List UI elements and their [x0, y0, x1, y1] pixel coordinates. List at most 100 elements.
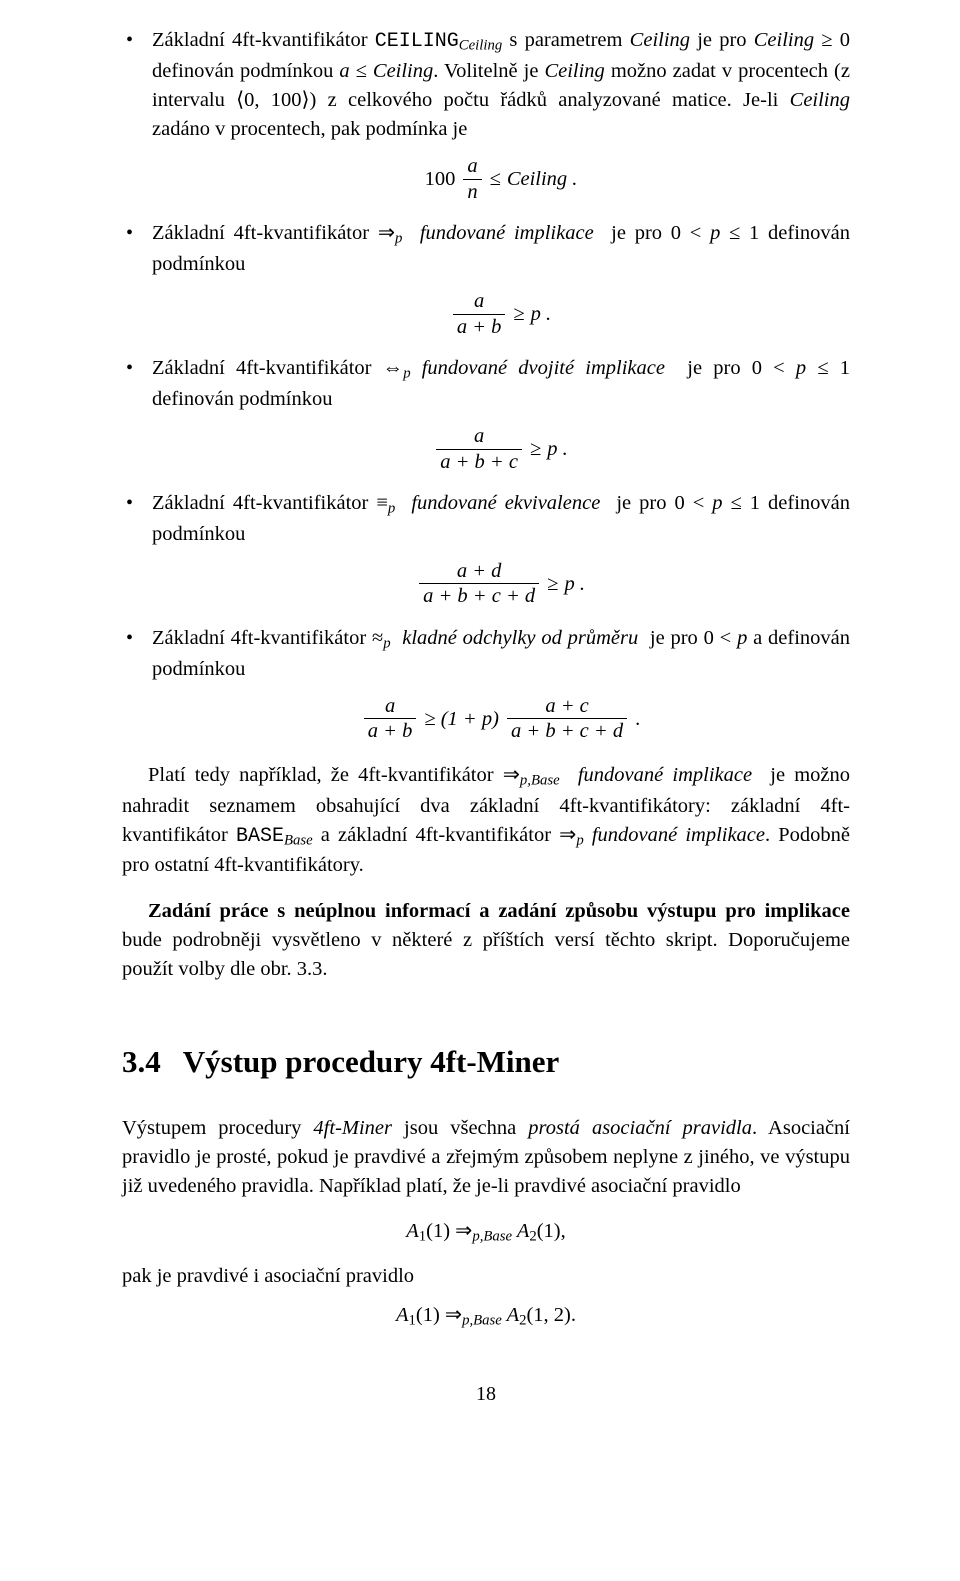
text: pak je pravdivé i asociační pravidlo [122, 1265, 414, 1287]
var: A [512, 1220, 529, 1242]
text: Základní 4ft-kvantifikátor [152, 29, 375, 51]
text: je pro 0 < [644, 627, 737, 649]
bullet-dot: • [126, 624, 133, 652]
bullet-ceiling: • Základní 4ft-kvantifikátor CEILINGCeil… [122, 26, 850, 205]
paragraph-pak: pak je pravdivé i asociační pravidlo [122, 1262, 850, 1291]
term: prostá asociační pravidla [528, 1117, 752, 1139]
denominator: a + b [364, 719, 417, 745]
bullet-dot: • [126, 26, 133, 54]
sub: p [403, 366, 410, 382]
var: Ceiling [373, 60, 433, 82]
numerator: a [364, 694, 417, 720]
text: je pro 0 < [676, 357, 796, 379]
text: (1) ⇒ [426, 1220, 472, 1242]
bullet-dot: • [126, 219, 133, 247]
var: p [710, 222, 720, 244]
bullet-implikace: • Základní 4ft-kvantifikátor ⇒p fundovan… [122, 219, 850, 340]
op: ≥ [547, 570, 558, 599]
mid: ≥ (1 + p) [424, 705, 499, 734]
formula-ekvivalence: a + d a + b + c + d ≥ p . [152, 559, 850, 610]
equation-a1-a2: A1(1) ⇒p,Base A2(1), [122, 1217, 850, 1248]
denominator: a + b + c [436, 450, 522, 476]
bullet-dvojite: • Základní 4ft-kvantifikátor ⇔p fundovan… [122, 354, 850, 475]
sub: 1 [409, 1313, 416, 1329]
term: fundované ekvivalence [411, 492, 600, 514]
paragraph-zadani: Zadání práce s neúplnou informací a zadá… [122, 897, 850, 984]
fraction-left: a a + b [364, 694, 417, 745]
bullet-dot: • [126, 354, 133, 382]
fraction: a + d a + b + c + d [419, 559, 539, 610]
denominator: n [463, 180, 481, 206]
fraction: a a + b + c [436, 424, 522, 475]
paragraph-vystup: Výstupem procedury 4ft-Miner jsou všechn… [122, 1114, 850, 1201]
bullet-ekvivalence: • Základní 4ft-kvantifikátor ≡p fundovan… [122, 489, 850, 610]
text: Výstupem procedury [122, 1117, 313, 1139]
rhs: p . [531, 300, 552, 329]
page-number: 18 [122, 1380, 850, 1408]
term: 4ft-Miner [313, 1117, 392, 1139]
code: BASE [236, 825, 284, 848]
term: fundované implikace [592, 824, 765, 846]
sub: p,Base [520, 773, 560, 789]
var: p [796, 357, 806, 379]
code: CEILING [375, 30, 459, 53]
text: (1) ⇒ [416, 1304, 462, 1326]
sub: Ceiling [459, 38, 502, 54]
fraction: a a + b [453, 289, 506, 340]
equation-a1-a2-12: A1(1) ⇒p,Base A2(1, 2). [122, 1301, 850, 1332]
term: fundované implikace [420, 222, 594, 244]
section-title-text: Výstup procedury 4ft-Miner [183, 1044, 560, 1079]
text: (1, 2). [526, 1304, 576, 1326]
numerator: a [436, 424, 522, 450]
sub: p [576, 833, 583, 849]
text: s parametrem [502, 29, 629, 51]
numerator: a [463, 154, 481, 180]
bullet-dot: • [126, 489, 133, 517]
var: A [406, 1220, 419, 1242]
sub: p,Base [472, 1229, 512, 1245]
term: fundované implikace [578, 764, 752, 786]
sub: p,Base [462, 1313, 502, 1329]
rhs: Ceiling . [507, 165, 578, 194]
sub: 2 [529, 1229, 536, 1245]
formula-odchylky: a a + b ≥ (1 + p) a + c a + b + c + d . [152, 694, 850, 745]
sub: p [395, 231, 402, 247]
op: ≥ [513, 300, 524, 329]
text: . Volitelně je [433, 60, 544, 82]
formula-implikace: a a + b ≥ p . [152, 289, 850, 340]
term: kladné odchylky od průměru [402, 627, 638, 649]
text: je pro 0 < [602, 222, 710, 244]
text: ≤ [350, 60, 373, 82]
rhs: p . [564, 570, 585, 599]
bullet-odchylky: • Základní 4ft-kvantifikátor ≈ p kladné o… [122, 624, 850, 745]
var: p [712, 492, 722, 514]
formula-ceiling: 100 a n ≤ Ceiling . [152, 154, 850, 205]
text: (1), [537, 1220, 566, 1242]
var: p [737, 627, 747, 649]
op: ≥ [530, 435, 541, 464]
denominator: a + b [453, 315, 506, 341]
numerator: a + c [507, 694, 627, 720]
var: A [396, 1304, 409, 1326]
tail: . [635, 705, 640, 734]
text: Základní 4ft-kvantifikátor ≈ [152, 627, 383, 649]
paragraph-summary: Platí tedy například, že 4ft-kvantifikát… [122, 761, 850, 881]
text: Platí tedy například, že 4ft-kvantifikát… [148, 764, 520, 786]
formula-dvojite: a a + b + c ≥ p . [152, 424, 850, 475]
var: Ceiling [544, 60, 604, 82]
var: Ceiling [754, 29, 814, 51]
op: ≤ [490, 165, 501, 194]
text: bude podrobněji vysvětleno v některé z p… [122, 929, 850, 980]
text: a základní 4ft-kvantifikátor ⇒ [313, 824, 577, 846]
text: Základní 4ft-kvantifikátor ≡ [152, 492, 388, 514]
text: zadáno v procentech, pak podmínka je [152, 118, 467, 140]
denominator: a + b + c + d [507, 719, 627, 745]
var: a [339, 60, 349, 82]
coef: 100 [425, 165, 456, 194]
sub: p [388, 501, 395, 517]
rhs: p . [547, 435, 568, 464]
var: Ceiling [790, 89, 850, 111]
numerator: a [453, 289, 506, 315]
section-heading: 3.4Výstup procedury 4ft-Miner [122, 1040, 850, 1084]
fraction: a n [463, 154, 481, 205]
